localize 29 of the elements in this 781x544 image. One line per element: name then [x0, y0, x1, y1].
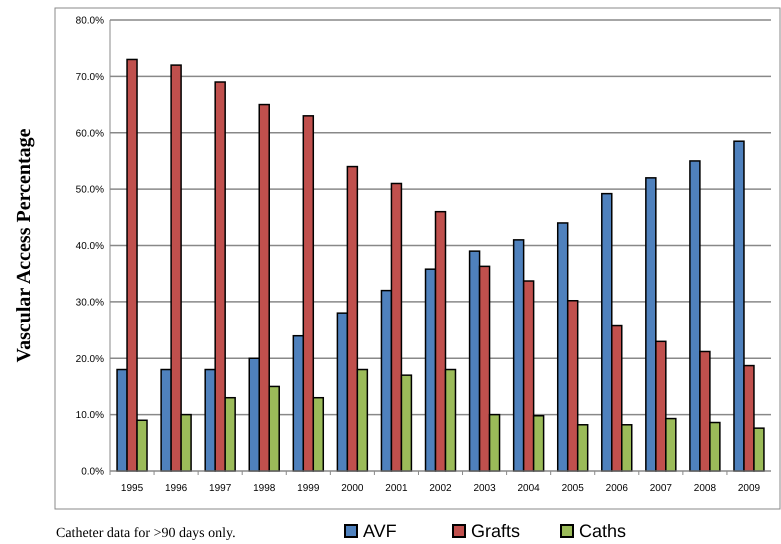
y-tick-label: 80.0% — [76, 16, 104, 26]
x-tick-label: 1996 — [164, 483, 188, 494]
x-tick-label: 1998 — [253, 483, 276, 494]
x-tick-label: 2003 — [473, 483, 496, 494]
y-axis-title: Vascular Access Percentage — [13, 128, 35, 363]
y-tick-label: 70.0% — [76, 72, 104, 83]
y-tick-label: 40.0% — [76, 241, 104, 252]
y-tick-label: 10.0% — [76, 410, 104, 422]
x-tick-label: 2006 — [606, 483, 628, 494]
legend-label: Grafts — [471, 521, 520, 541]
x-tick-label: 2007 — [650, 483, 672, 494]
x-tick-label: 2008 — [694, 483, 716, 494]
legend-label: Caths — [579, 521, 626, 541]
y-tick-label: 30.0% — [76, 297, 104, 308]
y-tick-label: 20.0% — [76, 354, 104, 365]
x-tick-label: 2001 — [385, 483, 408, 494]
x-tick-label: 2000 — [341, 483, 364, 494]
x-tick-label: 1995 — [120, 483, 144, 494]
y-tick-label: 60.0% — [76, 128, 104, 140]
x-tick-label: 1997 — [209, 483, 232, 494]
legend-label: AVF — [363, 521, 397, 541]
x-tick-label: 2005 — [562, 483, 584, 494]
x-tick-label: 2009 — [738, 483, 761, 494]
text: Catheter data for >90 days only. — [56, 526, 236, 541]
x-tick-label: 1999 — [297, 483, 320, 494]
y-tick-label: 0.0% — [81, 466, 104, 478]
x-tick-label: 2004 — [518, 483, 540, 494]
y-tick-label: 50.0% — [76, 184, 104, 196]
x-tick-label: 2002 — [429, 483, 452, 494]
